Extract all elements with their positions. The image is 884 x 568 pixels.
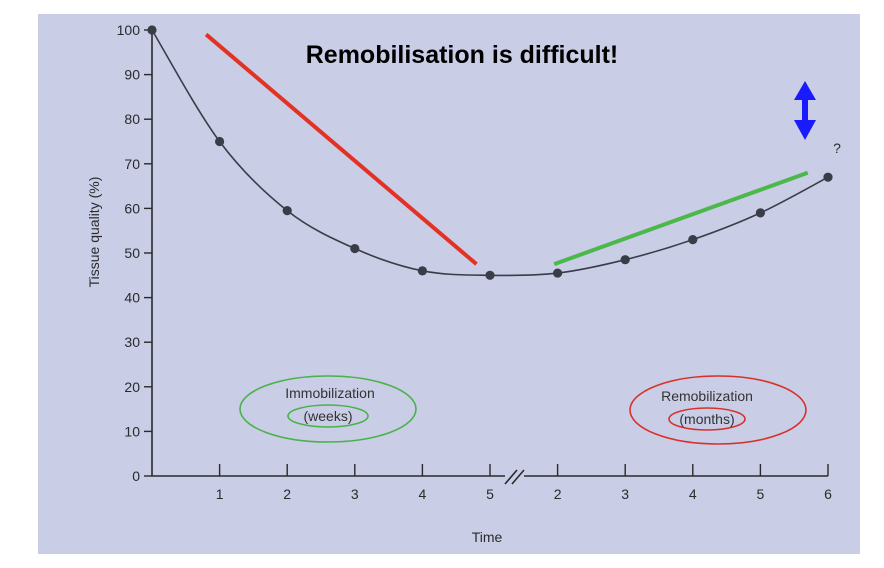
data-point xyxy=(215,136,225,147)
data-point xyxy=(755,208,766,218)
axis-break xyxy=(504,469,525,485)
data-point xyxy=(350,243,360,254)
arrow-shaft xyxy=(802,99,808,121)
y-tick-label: 90 xyxy=(124,67,140,83)
weeks-label: (weeks) xyxy=(303,408,352,424)
data-point xyxy=(485,270,495,280)
x-axis-ticks: 1 2 3 4 5 2 3 4 5 6 xyxy=(216,464,832,502)
y-tick-label: 30 xyxy=(124,334,140,350)
y-tick-label: 60 xyxy=(124,200,140,216)
x-tick-label: 1 xyxy=(216,486,224,502)
data-point xyxy=(282,206,292,216)
y-tick-label: 80 xyxy=(124,111,140,127)
x-tick-label: 3 xyxy=(351,486,359,502)
months-ellipse xyxy=(668,407,746,431)
x-tick-label: 4 xyxy=(419,486,427,502)
remobilization-label: Remobilization xyxy=(661,388,753,404)
y-tick-label: 100 xyxy=(117,22,141,38)
y-axis-ticks: 0 10 20 30 40 50 60 70 80 90 100 xyxy=(117,22,152,484)
y-tick-label: 10 xyxy=(124,423,140,439)
axis-break-slash-1 xyxy=(504,469,518,485)
remobilization-ellipse xyxy=(629,375,807,445)
decline-trend-line xyxy=(204,32,478,266)
data-point xyxy=(553,268,563,278)
data-point xyxy=(620,255,630,265)
data-point xyxy=(688,235,698,245)
tissue-quality-curve xyxy=(151,29,829,277)
arrow-head-down xyxy=(794,120,816,140)
plot-background xyxy=(38,14,860,554)
immobilization-label: Immobilization xyxy=(285,385,374,401)
data-points xyxy=(147,25,833,280)
axes xyxy=(151,28,828,477)
recovery-trend-line xyxy=(553,170,809,267)
data-point xyxy=(823,172,833,182)
x-tick-label: 2 xyxy=(283,486,291,502)
x-tick-label: 3 xyxy=(621,486,629,502)
immobilization-ellipse xyxy=(239,375,417,443)
months-label: (months) xyxy=(679,411,734,427)
y-tick-label: 20 xyxy=(124,379,140,395)
x-tick-label: 4 xyxy=(689,486,697,502)
weeks-ellipse xyxy=(287,404,369,428)
arrow-head-up xyxy=(794,81,816,100)
y-tick-label: 50 xyxy=(124,245,140,261)
double-arrow-icon xyxy=(794,81,816,140)
question-mark: ? xyxy=(833,140,841,156)
y-tick-label: 0 xyxy=(132,468,140,484)
axis-break-slash-2 xyxy=(511,469,525,485)
y-tick-label: 70 xyxy=(124,156,140,172)
y-tick-label: 40 xyxy=(124,290,140,306)
x-tick-label: 5 xyxy=(486,486,494,502)
x-axis-title: Time xyxy=(472,529,503,545)
y-axis-title: Tissue quality (%) xyxy=(86,177,102,288)
x-tick-label: 2 xyxy=(554,486,562,502)
data-point xyxy=(147,25,157,35)
headline: Remobilisation is difficult! xyxy=(306,41,619,69)
x-tick-label: 6 xyxy=(824,486,832,502)
data-point xyxy=(417,266,427,276)
x-tick-label: 5 xyxy=(757,486,765,502)
